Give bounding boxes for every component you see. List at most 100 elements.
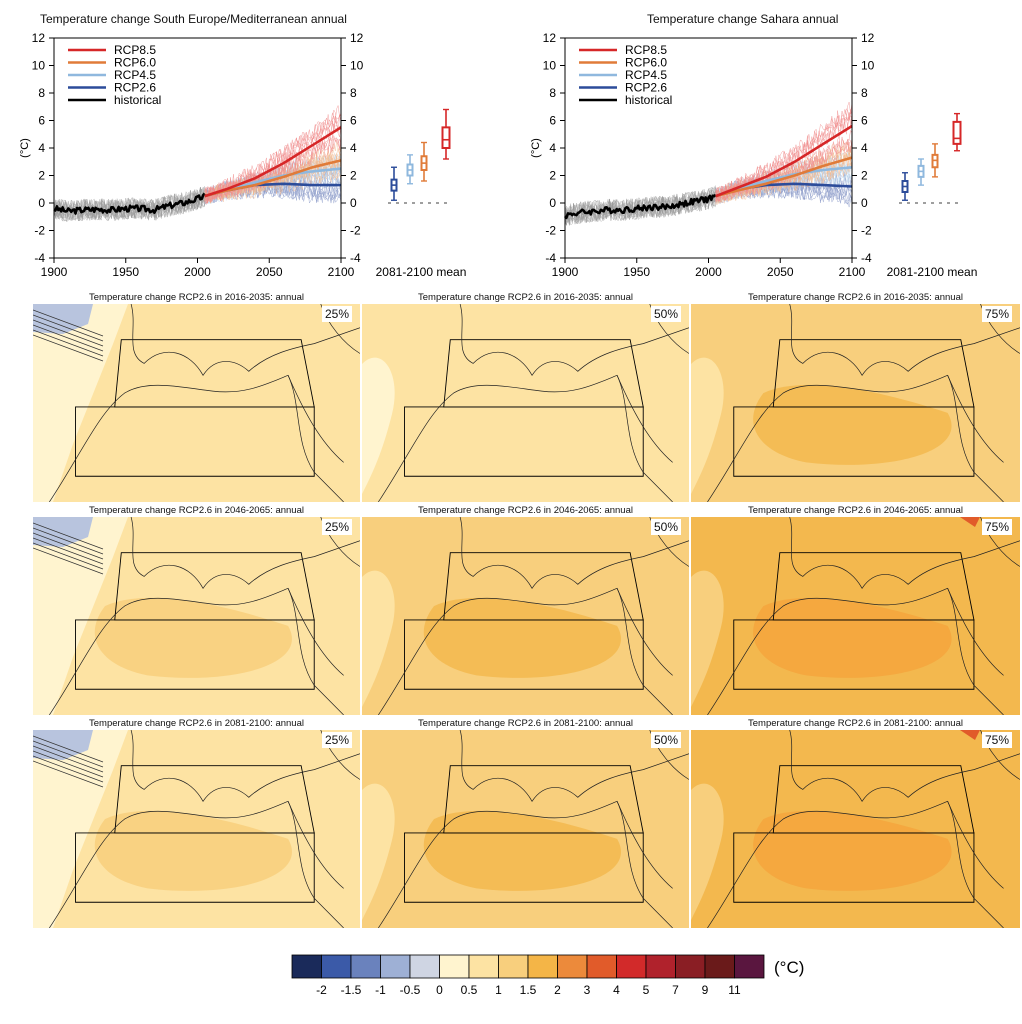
y-tick-label-left: -4 xyxy=(545,251,556,265)
percentile-label: 50% xyxy=(651,519,682,535)
percentile-label: 50% xyxy=(651,306,682,322)
legend-label: RCP8.5 xyxy=(114,43,156,57)
boxplot-label: 2081-2100 mean xyxy=(376,265,467,279)
y-tick-label-right: 12 xyxy=(861,31,875,45)
percentile-label: 25% xyxy=(322,306,353,322)
y-tick-label-right: 0 xyxy=(861,196,868,210)
map-panel-title: Temperature change RCP2.6 in 2016-2035: … xyxy=(89,292,304,303)
map-panel xyxy=(362,304,689,502)
y-tick-label-right: 10 xyxy=(350,59,364,73)
y-tick-label-right: 12 xyxy=(350,31,364,45)
timeseries-chart-sahara: -4 -4 -2 -2 0 0 2 2 4 4 6 6 8 8 10 10 12 12 1900 1950 2000 20… xyxy=(530,31,977,279)
map-hatching xyxy=(33,745,104,773)
y-tick-label-left: 12 xyxy=(32,31,46,45)
y-tick-label-right: 4 xyxy=(861,141,868,155)
region-box-sahara xyxy=(75,619,315,690)
x-tick-label: 2100 xyxy=(328,265,355,279)
legend-label: historical xyxy=(625,93,672,107)
colorbar-swatch xyxy=(557,954,588,979)
x-tick-label: 2050 xyxy=(256,265,283,279)
colorbar-label: 0.5 xyxy=(461,983,478,997)
series-line-rcp60 xyxy=(715,156,853,198)
y-tick-label-left: 4 xyxy=(38,141,45,155)
colorbar-label: 1.5 xyxy=(520,983,537,997)
map-panel-title: Temperature change RCP2.6 in 2046-2065: … xyxy=(418,505,633,516)
map-panel xyxy=(362,730,689,928)
map-hatching xyxy=(33,755,104,783)
series-line-rcp85 xyxy=(715,124,853,198)
coastline-africa xyxy=(707,374,1004,502)
coastline-europe xyxy=(789,730,1020,802)
map-hatching xyxy=(33,750,104,778)
map-warmer-region xyxy=(94,810,292,891)
y-tick-label-right: 10 xyxy=(861,59,875,73)
x-tick-label: 2000 xyxy=(695,265,722,279)
coastline-africa xyxy=(49,374,344,502)
region-box-sahara xyxy=(733,406,975,477)
y-tick-label-left: -2 xyxy=(34,224,45,238)
y-tick-label-right: 8 xyxy=(861,86,868,100)
percentile-label: 75% xyxy=(982,306,1013,322)
y-tick-label-right: 6 xyxy=(861,114,868,128)
percentile-label: 25% xyxy=(322,732,353,748)
region-box-sahara xyxy=(75,406,315,477)
colorbar-swatch xyxy=(498,954,529,979)
colorbar-label: -1.5 xyxy=(341,983,362,997)
coastline-red-sea xyxy=(947,801,1004,889)
colorbar-swatch xyxy=(527,954,558,979)
coastline-africa xyxy=(378,374,673,502)
region-box-sahara xyxy=(733,619,975,690)
coastline-europe xyxy=(130,730,360,802)
map-hatching xyxy=(33,334,104,362)
region-box-sahara xyxy=(404,619,644,690)
coastline-red-sea xyxy=(947,375,1004,463)
colorbar-swatch xyxy=(586,954,617,979)
map-hatching xyxy=(33,740,104,768)
coastline-red-sea xyxy=(616,801,673,889)
series-line-historical xyxy=(563,193,717,220)
map-warmer-region xyxy=(753,384,952,465)
chart-title-sahara: Temperature change Sahara annual xyxy=(647,12,839,26)
chart-title-mediterranean: Temperature change South Europe/Mediterr… xyxy=(40,12,347,26)
y-tick-label-right: -2 xyxy=(350,224,361,238)
region-box-sahara xyxy=(404,832,644,903)
y-tick-label-left: 6 xyxy=(38,114,45,128)
map-panel-title: Temperature change RCP2.6 in 2016-2035: … xyxy=(748,292,963,303)
y-tick-label-right: 2 xyxy=(350,169,357,183)
legend-label: historical xyxy=(114,93,161,107)
y-tick-label-right: -2 xyxy=(861,224,872,238)
map-cooler-region xyxy=(691,357,724,494)
colorbar-swatch xyxy=(468,954,499,979)
map-panel xyxy=(33,517,360,715)
series-line-historical xyxy=(53,192,206,215)
map-cooler-region xyxy=(691,570,724,707)
map-cooler-region xyxy=(362,357,395,494)
legend-label: RCP2.6 xyxy=(625,81,667,95)
map-cooler-region xyxy=(691,783,724,920)
y-tick-label-left: 6 xyxy=(549,114,556,128)
coastline-europe xyxy=(459,517,689,589)
y-tick-label-left: 10 xyxy=(32,59,46,73)
map-panel xyxy=(691,304,1020,502)
map-hatching xyxy=(33,319,104,347)
legend-label: RCP6.0 xyxy=(625,56,667,70)
colorbar-swatch xyxy=(675,954,706,979)
coastline-africa xyxy=(378,587,673,715)
map-hatching xyxy=(33,547,104,575)
percentile-label: 50% xyxy=(651,732,682,748)
legend-label: RCP4.5 xyxy=(114,68,156,82)
map-panel xyxy=(691,730,1020,928)
legend-label: RCP6.0 xyxy=(114,56,156,70)
map-hatching xyxy=(33,542,104,570)
projection-ensemble-member xyxy=(715,112,853,202)
y-tick-label-left: 12 xyxy=(543,31,557,45)
map-background-field xyxy=(362,304,689,502)
y-axis-label: (°C) xyxy=(530,138,542,158)
map-hatching xyxy=(33,522,104,550)
colorbar-swatch xyxy=(380,954,411,979)
x-tick-label: 1950 xyxy=(112,265,139,279)
y-tick-label-right: -4 xyxy=(350,251,361,265)
percentile-label: 25% xyxy=(322,519,353,535)
map-panel xyxy=(33,730,360,928)
colorbar-swatch xyxy=(350,954,381,979)
